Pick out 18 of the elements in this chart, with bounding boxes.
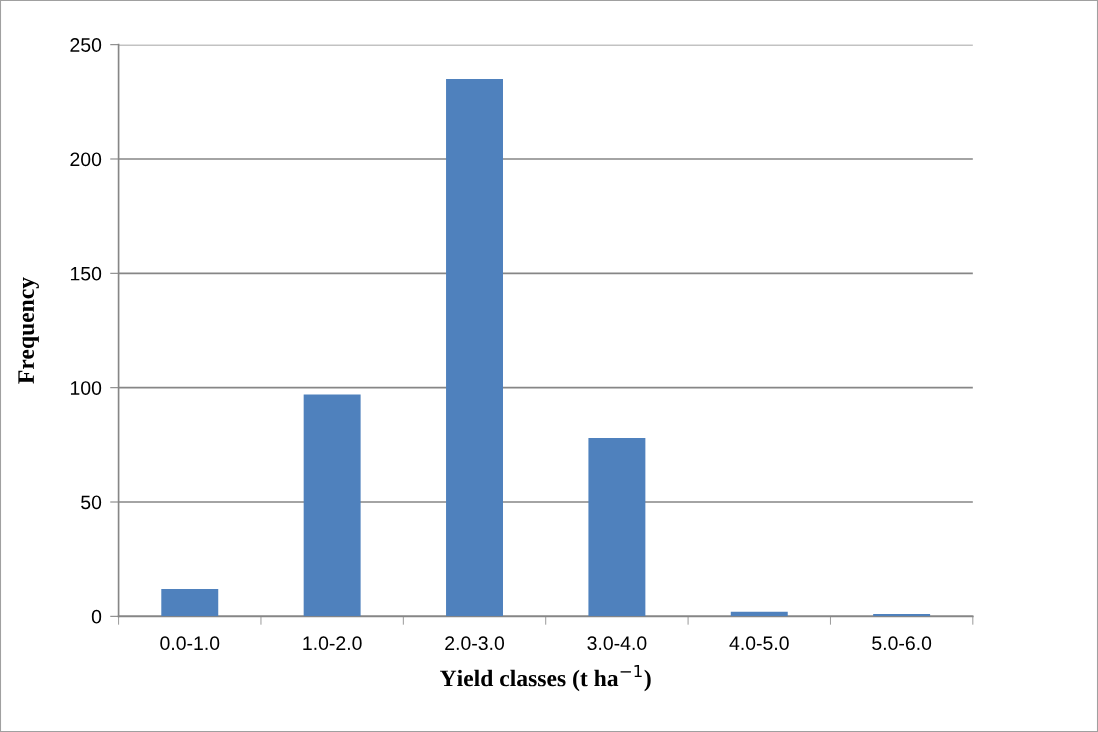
y-axis-title: Frequency	[18, 277, 39, 384]
y-tick-label: 100	[70, 381, 102, 395]
x-tick-label: 2.0-3.0	[445, 636, 505, 651]
y-tick-label: 200	[70, 152, 102, 167]
x-tick-label: 1.0-2.0	[303, 636, 362, 651]
bar	[588, 437, 646, 617]
bar	[303, 394, 361, 617]
y-tick-label: 0	[91, 609, 102, 624]
bar	[446, 78, 503, 617]
y-tick-label: 250	[70, 38, 102, 52]
y-tick-label: 50	[81, 495, 102, 510]
x-tick-label: 0.0-1.0	[160, 636, 220, 651]
x-axis-title: Yield classes (t ha$^{−1}$)	[439, 665, 651, 692]
y-tick-label: 150	[70, 266, 102, 281]
x-tick-label: 5.0-6.0	[872, 636, 932, 651]
bar	[161, 588, 219, 617]
x-tick-label: 3.0-4.0	[587, 636, 647, 651]
x-tick-label: 4.0-5.0	[729, 636, 789, 651]
